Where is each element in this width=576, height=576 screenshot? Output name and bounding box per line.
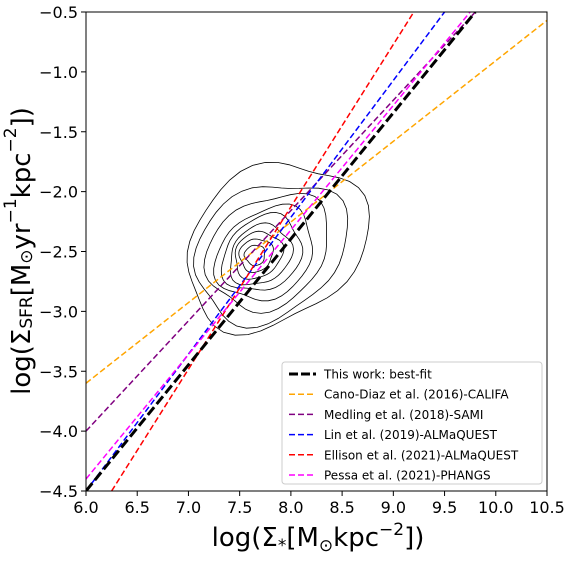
x-tick-label: 7.0	[176, 498, 201, 517]
x-tick-label: 7.5	[227, 498, 252, 517]
x-axis-label: log(Σ*[M⊙kpc−2])	[212, 520, 425, 556]
legend-entry: This work: best-fit	[323, 368, 432, 382]
x-tick-label: 8.5	[329, 498, 354, 517]
x-tick-label: 6.5	[124, 498, 149, 517]
x-tick-label: 6.0	[73, 498, 98, 517]
y-tick-label: −2.5	[39, 243, 78, 262]
legend: This work: best-fit Cano-Diaz et al. (201…	[281, 361, 543, 485]
fit-lines	[86, 12, 547, 491]
y-tick-label: −0.5	[39, 3, 78, 22]
legend-entry: Pessa et al. (2021)-PHANGS	[324, 469, 491, 483]
legend-entry: Lin et al. (2019)-ALMaQUEST	[324, 428, 498, 442]
contour-level	[203, 192, 328, 314]
x-tick-label: 10.0	[478, 498, 514, 517]
contour-level	[186, 161, 370, 336]
contour-level	[229, 222, 294, 286]
density-contours	[186, 161, 370, 336]
contour-level	[220, 212, 304, 291]
legend-box	[281, 361, 543, 485]
legend-entry: Ellison et al. (2021)-ALMaQUEST	[324, 448, 519, 462]
legend-entry: Medling et al. (2018)-SAMI	[324, 408, 483, 422]
series-line	[86, 12, 476, 432]
x-tick-label: 9.0	[381, 498, 406, 517]
legend-entry: Cano-Diaz et al. (2016)-CALIFA	[324, 388, 509, 402]
series-line	[86, 12, 446, 491]
contour-level	[193, 186, 349, 329]
series-line	[110, 12, 415, 491]
y-tick-label: −3.5	[39, 362, 78, 381]
y-tick-label: −2.0	[39, 183, 78, 202]
x-tick-label: 8.0	[278, 498, 303, 517]
series-line	[86, 12, 471, 480]
contour-level	[238, 238, 274, 274]
y-tick-label: −1.0	[39, 63, 78, 82]
y-tick-label: −1.5	[39, 123, 78, 142]
y-axis-label: log(ΣSFR[M⊙yr−1kpc−2])	[1, 107, 37, 395]
y-tick-label: −3.0	[39, 302, 78, 321]
x-tick-label: 9.5	[432, 498, 457, 517]
contour-level	[243, 244, 266, 267]
contour-level	[234, 230, 285, 280]
series-line	[86, 12, 477, 491]
x-ticks: 6.0 6.5 7.0 7.5 8.0 8.5 9.0 9.5 10.0 10.5	[73, 491, 565, 517]
series-line	[86, 19, 547, 384]
y-tick-label: −4.5	[39, 482, 78, 501]
contour-level	[213, 203, 314, 302]
y-ticks: −4.5 −4.0 −3.5 −3.0 −2.5 −2.0 −1.5 −1.0 −0.5	[39, 3, 86, 501]
x-tick-label: 10.5	[529, 498, 565, 517]
y-tick-label: −4.0	[39, 422, 78, 441]
